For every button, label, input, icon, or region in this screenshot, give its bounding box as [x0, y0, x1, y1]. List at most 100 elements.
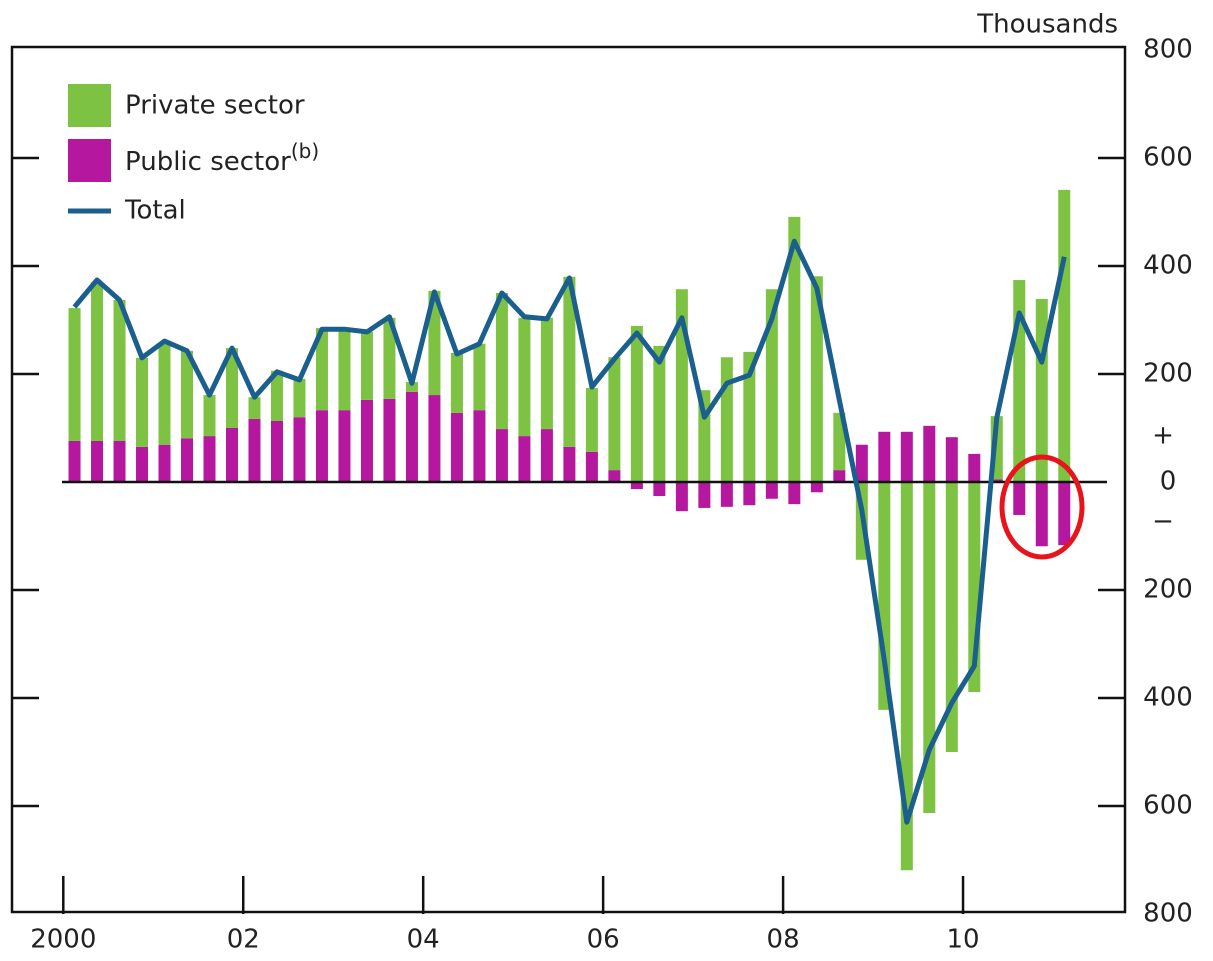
- bar: [203, 395, 216, 437]
- bar: [315, 410, 328, 482]
- x-tick-label: 10: [946, 925, 979, 955]
- sign-label: −: [1152, 507, 1174, 537]
- bar: [630, 482, 643, 490]
- bar: [518, 436, 531, 482]
- bar: [968, 453, 981, 482]
- bar: [833, 470, 846, 482]
- bar: [248, 418, 261, 482]
- bar: [181, 438, 194, 482]
- bar: [945, 437, 958, 482]
- bar: [405, 391, 418, 482]
- bar: [450, 412, 463, 482]
- bar: [158, 444, 171, 482]
- bar: [518, 317, 531, 437]
- bar: [270, 370, 283, 421]
- bar: [136, 357, 149, 447]
- bar: [1058, 189, 1071, 483]
- bar: [653, 345, 666, 482]
- y-tick-label: 800: [1143, 35, 1193, 65]
- bar: [585, 388, 598, 452]
- x-tick-label: 04: [407, 925, 440, 955]
- bar: [293, 417, 306, 482]
- bar: [495, 293, 508, 430]
- legend-label-text: Public sector: [125, 147, 291, 177]
- bar: [585, 451, 598, 482]
- x-tick-label: 08: [767, 925, 800, 955]
- bar: [68, 308, 81, 441]
- bar: [540, 317, 553, 430]
- bar: [720, 482, 733, 507]
- bar: [428, 395, 441, 482]
- sign-label: +: [1152, 421, 1174, 451]
- bar: [788, 482, 801, 505]
- bar: [1013, 280, 1026, 482]
- bar: [91, 282, 104, 441]
- highlight-circle: [999, 454, 1085, 560]
- bar: [338, 410, 351, 482]
- bar: [495, 429, 508, 482]
- bar: [181, 350, 194, 439]
- bar: [113, 440, 126, 482]
- axis-unit-label: Thousands: [976, 10, 1118, 40]
- y-tick-label: 800: [1143, 899, 1193, 929]
- bar: [563, 276, 576, 447]
- bar: [338, 329, 351, 411]
- bar: [878, 431, 891, 482]
- total-line: [72, 238, 1067, 825]
- bar: [1035, 482, 1048, 547]
- legend-swatch: [68, 139, 111, 182]
- x-tick-label: 06: [587, 925, 620, 955]
- bar: [158, 343, 171, 445]
- bar: [743, 482, 756, 506]
- bar: [225, 428, 238, 482]
- bar: [923, 425, 936, 482]
- plot-frame: [10, 45, 1127, 914]
- bar: [540, 429, 553, 482]
- bar: [923, 482, 936, 814]
- bar: [608, 470, 621, 482]
- bar: [743, 351, 756, 482]
- y-tick-label: 400: [1143, 251, 1193, 281]
- y-tick-label: 400: [1143, 683, 1193, 713]
- bar: [720, 357, 733, 482]
- bar: [68, 440, 81, 482]
- bar: [990, 479, 1003, 482]
- legend-swatch: [68, 84, 111, 127]
- x-tick-label: 02: [227, 925, 260, 955]
- legend-label-note: (b): [291, 139, 319, 163]
- bar: [900, 482, 913, 871]
- bar: [675, 482, 688, 512]
- bar: [293, 378, 306, 418]
- bar: [765, 482, 778, 499]
- y-tick-label: 200: [1143, 575, 1193, 605]
- bar: [945, 482, 958, 752]
- bar: [653, 482, 666, 497]
- legend-label: Total: [124, 196, 186, 226]
- bar: [225, 348, 238, 428]
- x-tick-label: 2000: [30, 925, 96, 955]
- bar: [91, 440, 104, 482]
- bar: [765, 289, 778, 482]
- y-tick-label: 200: [1143, 359, 1193, 389]
- bar: [450, 352, 463, 413]
- bar: [473, 343, 486, 411]
- bar: [788, 216, 801, 483]
- bar: [810, 276, 823, 482]
- bar: [136, 446, 149, 482]
- legend: Private sector Public sector(b) Total: [68, 84, 319, 226]
- bar: [360, 331, 373, 400]
- legend-label: Private sector: [125, 91, 305, 121]
- bar: [270, 420, 283, 482]
- bar: [203, 436, 216, 482]
- bar: [315, 328, 328, 411]
- y-tick-label: 600: [1143, 143, 1193, 173]
- bar: [405, 382, 418, 392]
- bar: [383, 398, 396, 482]
- bar: [630, 325, 643, 482]
- bar: [113, 300, 126, 441]
- y-tick-label: 600: [1143, 791, 1193, 821]
- bar: [900, 431, 913, 482]
